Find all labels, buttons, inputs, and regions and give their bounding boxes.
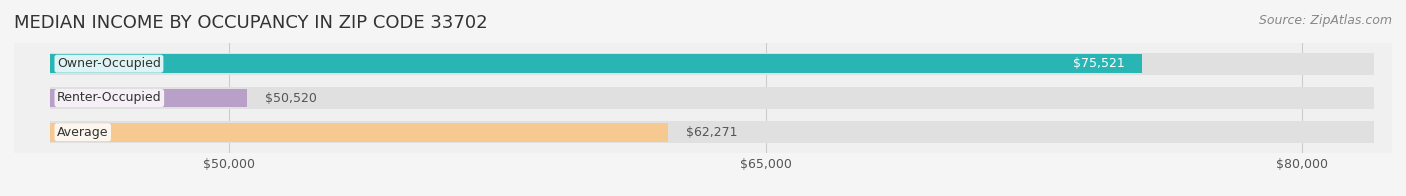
Text: Source: ZipAtlas.com: Source: ZipAtlas.com	[1258, 14, 1392, 27]
Text: $75,521: $75,521	[1073, 57, 1125, 70]
Bar	[49, 87, 1374, 109]
Text: Average: Average	[58, 126, 108, 139]
Bar	[49, 53, 1374, 75]
Bar	[49, 121, 1374, 143]
Text: Renter-Occupied: Renter-Occupied	[58, 92, 162, 104]
Bar	[49, 89, 247, 107]
Bar	[49, 54, 1142, 73]
Text: $62,271: $62,271	[686, 126, 737, 139]
Bar	[49, 123, 668, 142]
Text: Owner-Occupied: Owner-Occupied	[58, 57, 160, 70]
Text: $50,520: $50,520	[266, 92, 318, 104]
Text: MEDIAN INCOME BY OCCUPANCY IN ZIP CODE 33702: MEDIAN INCOME BY OCCUPANCY IN ZIP CODE 3…	[14, 14, 488, 32]
